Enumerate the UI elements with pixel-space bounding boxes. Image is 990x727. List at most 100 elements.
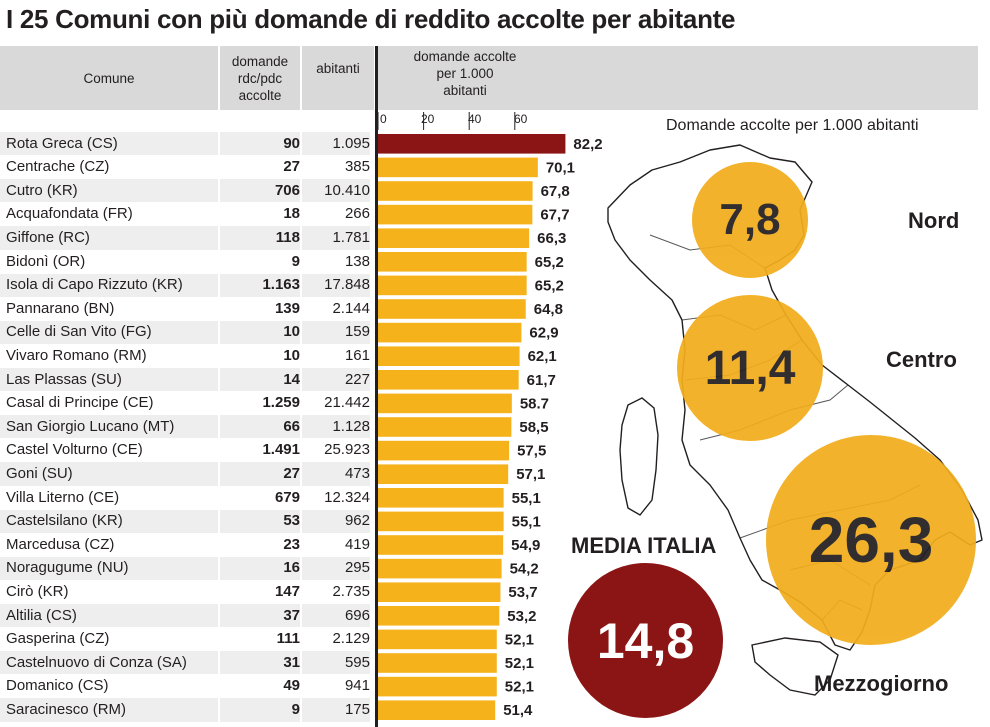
cell-abitanti: 696	[344, 606, 370, 624]
bar-value-label: 62,9	[529, 325, 558, 342]
region-circle-centro: 11,4	[677, 295, 823, 441]
cell-comune: Cutro (KR)	[6, 181, 78, 199]
table-row	[0, 462, 370, 486]
region-label-nord: Nord	[908, 208, 960, 233]
header-domande-line: accolte	[238, 87, 282, 103]
header-abitanti: abitanti	[302, 46, 374, 110]
header-domande-line: rdc/pdc	[237, 70, 283, 86]
cell-comune: Domanico (CS)	[6, 677, 109, 695]
cell-domande: 111	[276, 630, 300, 648]
bar	[378, 417, 512, 437]
bar-value-label: 58.7	[520, 395, 549, 412]
region-label-mezzogiorno: Mezzogiorno	[814, 671, 949, 696]
bar-value-label: 65,2	[535, 277, 564, 294]
cell-comune: Villa Literno (CE)	[6, 488, 120, 506]
cell-abitanti: 385	[344, 158, 370, 176]
bar	[378, 181, 533, 201]
cell-abitanti: 473	[344, 464, 370, 482]
cell-comune: Cirò (KR)	[6, 582, 69, 600]
cell-abitanti: 1.128	[332, 417, 370, 435]
cell-domande: 9	[291, 252, 300, 270]
header-accolte-line: per 1.000	[436, 66, 494, 81]
header-domande-line: domande	[231, 53, 289, 69]
table-row	[0, 344, 370, 368]
table-row	[0, 651, 370, 675]
bar-value-label: 52,1	[505, 679, 534, 696]
cell-abitanti: 1.781	[332, 228, 370, 246]
table-row	[0, 438, 370, 463]
cell-abitanti: 21.442	[324, 394, 370, 412]
bar-value-label: 54,9	[511, 537, 540, 554]
table-row	[0, 320, 370, 345]
bar	[378, 700, 496, 720]
x-tick-label: 60	[514, 112, 528, 126]
cell-domande: 49	[283, 677, 300, 695]
cell-domande: 14	[283, 370, 300, 388]
cell-comune: Pannarano (BN)	[6, 299, 115, 317]
cell-domande: 90	[283, 134, 300, 152]
cell-domande: 1.163	[262, 276, 300, 294]
sicily-shape	[751, 637, 839, 696]
bar	[378, 252, 527, 272]
bar-value-label: 61,7	[527, 372, 556, 389]
bar	[378, 629, 497, 650]
header-separator	[300, 46, 302, 110]
cell-comune: Las Plassas (SU)	[6, 370, 122, 388]
cell-domande: 1.491	[262, 441, 300, 459]
bar-value-label: 57,5	[517, 443, 546, 460]
table-row	[0, 533, 370, 557]
bar	[378, 511, 504, 532]
cell-domande: 706	[274, 181, 300, 199]
table-row	[0, 415, 370, 439]
bar-value-label: 67,8	[541, 183, 570, 200]
cell-comune: Altilia (CS)	[6, 606, 77, 624]
bar-value-label: 52,1	[505, 631, 534, 648]
bar	[378, 653, 497, 673]
bar	[378, 370, 519, 390]
region-label-centro: Centro	[886, 347, 957, 372]
bar	[378, 134, 566, 154]
cell-abitanti: 17.848	[324, 276, 370, 294]
x-tick-label: 40	[468, 112, 482, 126]
bar	[378, 393, 512, 414]
bar-value-label: 53,2	[507, 608, 536, 625]
bar-value-label: 64,8	[534, 301, 563, 318]
table-row	[0, 273, 370, 297]
cell-comune: Marcedusa (CZ)	[6, 535, 115, 553]
cell-comune: Noragugume (NU)	[6, 559, 129, 577]
region-circle-mezzogiorno: 26,3	[766, 435, 976, 645]
cell-abitanti: 962	[344, 512, 370, 530]
x-tick-label: 20	[421, 112, 435, 126]
bar-value-label: 82,2	[573, 136, 602, 153]
cell-comune: Goni (SU)	[6, 464, 73, 482]
table-row	[0, 297, 370, 321]
header-accolte: domande accolte per 1.000 abitanti	[378, 46, 978, 110]
table-row	[0, 179, 370, 203]
cell-domande: 9	[291, 700, 300, 718]
cell-abitanti: 419	[344, 535, 370, 553]
column-separator	[300, 110, 302, 727]
cell-domande: 53	[283, 512, 300, 530]
cell-comune: Castelnuovo di Conza (SA)	[6, 653, 187, 671]
chart-title: I 25 Comuni con più domande di reddito a…	[6, 4, 736, 34]
cell-domande: 27	[283, 158, 300, 176]
table-row	[0, 674, 370, 699]
header-accolte-line: domande accolte	[413, 49, 517, 64]
cell-abitanti: 138	[344, 252, 370, 270]
cell-comune: Rota Greca (CS)	[6, 134, 118, 152]
region-circle-nord: 7,8	[692, 162, 808, 278]
bar-value-label: 62,1	[528, 348, 557, 365]
cell-abitanti: 161	[344, 346, 370, 364]
region-value: 26,3	[808, 504, 934, 576]
cell-domande: 31	[283, 653, 300, 671]
bar	[378, 558, 502, 579]
cell-domande: 37	[283, 606, 300, 624]
cell-domande: 147	[274, 582, 300, 600]
bar-value-label: 51,4	[503, 702, 533, 719]
cell-abitanti: 175	[344, 700, 370, 718]
table-row	[0, 155, 370, 179]
table-row	[0, 604, 370, 628]
cell-abitanti: 266	[344, 205, 370, 223]
cell-domande: 1.259	[262, 394, 300, 412]
